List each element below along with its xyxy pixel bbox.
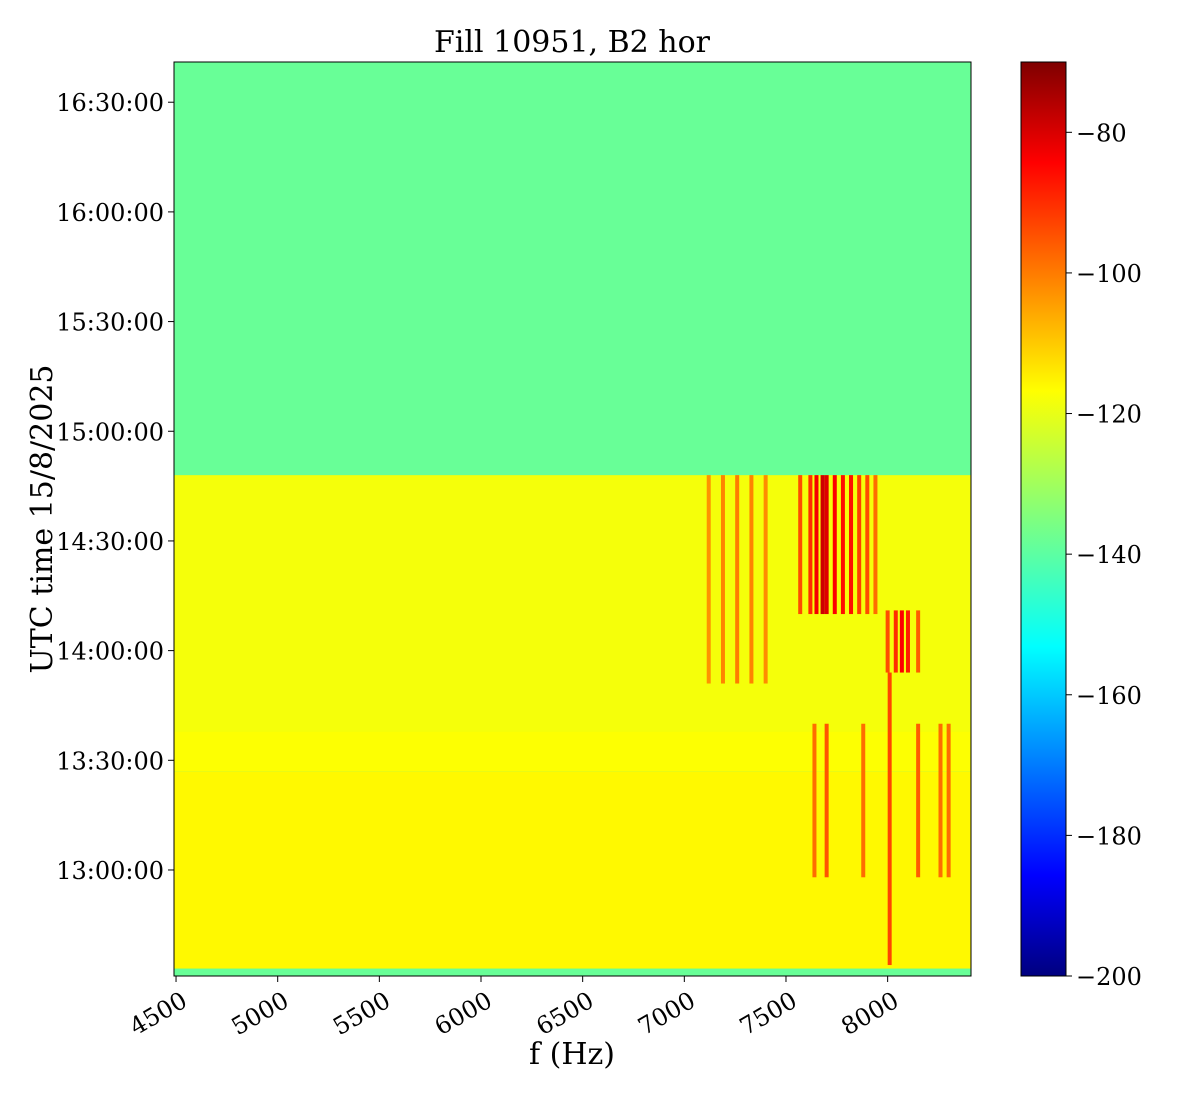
y-tick-label: 14:00:00 xyxy=(56,638,164,666)
colorbar: −80 −100 −120 −140 −160 −180 −200 xyxy=(1020,61,1142,991)
spectral-line xyxy=(814,475,819,615)
colorbar-tick-label: −80 xyxy=(1076,119,1127,147)
spectral-line xyxy=(873,475,878,615)
y-axis: 13:00:00 13:30:00 14:00:00 14:30:00 15:00:00… xyxy=(56,89,174,885)
colorbar-tick-label: −160 xyxy=(1076,682,1142,710)
spectral-line xyxy=(812,723,817,878)
x-axis: 4500 5000 5500 6000 6500 7000 7500 8000 xyxy=(125,976,904,1041)
y-tick-label: 16:00:00 xyxy=(56,199,164,227)
spectral-line xyxy=(865,475,870,615)
colorbar-tick-label: −200 xyxy=(1076,963,1142,991)
spectral-line xyxy=(706,475,711,684)
spectral-line xyxy=(885,610,890,673)
spectral-line xyxy=(798,475,803,615)
x-tick-label: 5500 xyxy=(328,986,395,1041)
y-tick-label: 13:30:00 xyxy=(56,747,164,775)
x-axis-label: f (Hz) xyxy=(529,1037,615,1072)
spectral-line xyxy=(735,475,740,684)
spectral-line xyxy=(946,723,951,878)
spectrogram-region xyxy=(174,731,971,772)
spectral-line xyxy=(824,723,829,878)
y-tick-label: 14:30:00 xyxy=(56,528,164,556)
spectral-line xyxy=(857,475,862,615)
y-tick-label: 16:30:00 xyxy=(56,89,164,117)
spectral-line xyxy=(763,475,768,684)
colorbar-tick-label: −180 xyxy=(1076,822,1142,850)
x-tick-label: 5000 xyxy=(227,986,294,1041)
x-tick-label: 8000 xyxy=(837,986,904,1041)
spectral-line xyxy=(749,475,754,684)
x-tick-label: 7000 xyxy=(633,986,700,1041)
x-tick-label: 6500 xyxy=(532,986,599,1041)
spectral-line xyxy=(824,475,829,615)
x-tick-label: 6000 xyxy=(430,986,497,1041)
colorbar-tick-label: −140 xyxy=(1076,541,1142,569)
spectrogram-region xyxy=(174,771,971,969)
spectral-line xyxy=(808,475,813,615)
spectrogram-plot-area xyxy=(173,61,972,977)
colorbar-ticks: −80 −100 −120 −140 −160 −180 −200 xyxy=(1066,119,1142,991)
spectrogram-regions xyxy=(174,62,971,976)
spectrogram-region xyxy=(174,968,971,976)
colorbar-tick-label: −100 xyxy=(1076,260,1142,288)
chart-title: Fill 10951, B2 hor xyxy=(434,25,711,60)
spectrogram-region xyxy=(174,475,971,732)
spectral-line xyxy=(840,475,845,615)
y-tick-label: 15:00:00 xyxy=(56,418,164,446)
spectral-line xyxy=(720,475,725,684)
colorbar-tick-label: −120 xyxy=(1076,401,1142,429)
spectral-line xyxy=(916,610,921,673)
spectral-line xyxy=(916,723,921,878)
spectral-line xyxy=(887,672,892,966)
x-tick-label: 7500 xyxy=(735,986,802,1041)
spectral-line xyxy=(905,610,910,673)
y-axis-label: UTC time 15/8/2025 xyxy=(25,365,60,674)
spectral-line xyxy=(832,475,837,615)
spectral-line xyxy=(849,475,854,615)
y-tick-label: 13:00:00 xyxy=(56,857,164,885)
spectral-line xyxy=(938,723,943,878)
spectral-line xyxy=(820,475,825,615)
y-tick-label: 15:30:00 xyxy=(56,309,164,337)
x-tick-label: 4500 xyxy=(125,986,192,1041)
spectral-line xyxy=(899,610,904,673)
spectral-line xyxy=(893,610,898,673)
spectral-line xyxy=(861,723,866,878)
spectrogram-region xyxy=(174,62,971,476)
spectral-lines xyxy=(706,475,951,966)
